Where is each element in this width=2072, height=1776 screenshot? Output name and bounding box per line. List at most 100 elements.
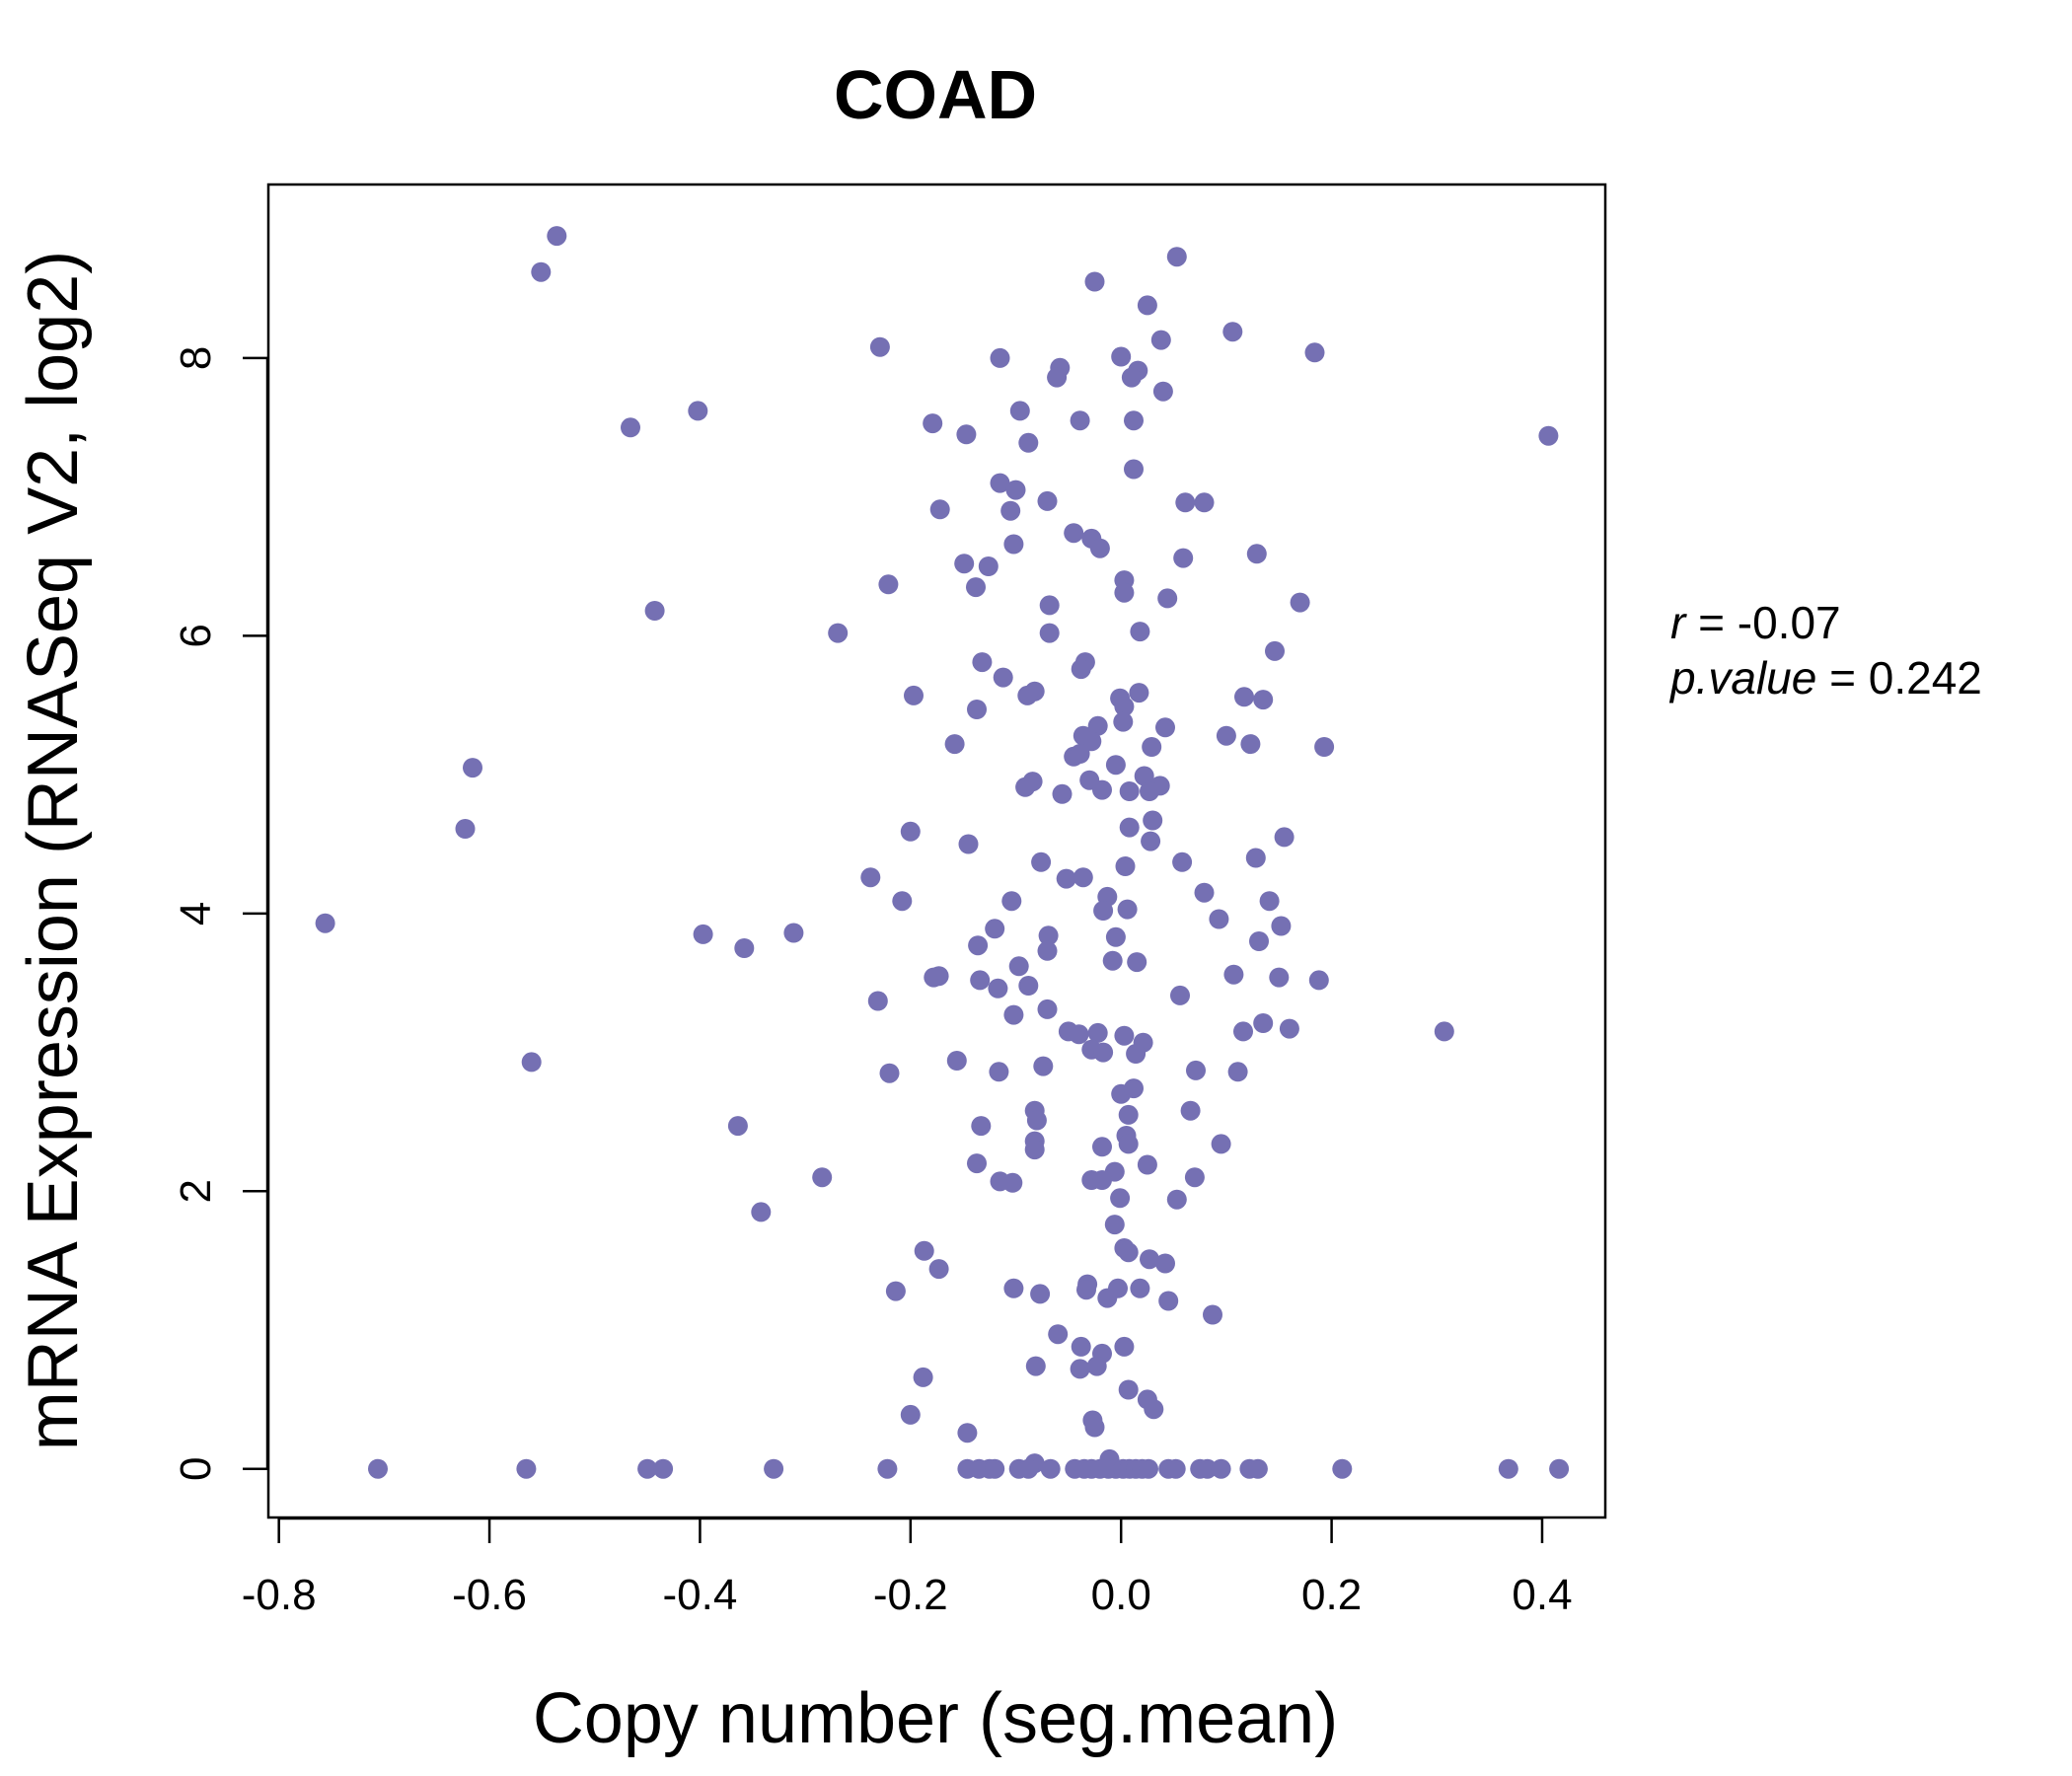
data-point [1071,659,1091,680]
data-point [1121,367,1142,388]
data-point [1002,1172,1023,1193]
data-point [892,891,913,912]
data-point [644,601,665,621]
data-point [547,226,567,247]
data-point [1253,690,1274,710]
data-point [967,1153,987,1174]
data-point [1144,1399,1164,1420]
y-axis-label: mRNA Expression (RNASeq V2, log2) [14,251,93,1450]
data-point [1134,766,1154,786]
data-point [946,1051,967,1071]
p-value-stat: p.value = 0.242 [1668,652,1982,703]
r-label: r [1670,597,1687,648]
data-point [1017,685,1038,705]
data-point [1119,817,1140,838]
data-point [1039,595,1060,616]
data-point [1030,1284,1051,1304]
data-point [1137,295,1157,316]
data-point [967,700,987,719]
data-point [1070,744,1090,764]
data-point [966,577,986,598]
data-point [923,413,943,434]
data-point [1498,1458,1518,1479]
data-point [1140,781,1159,801]
data-point [1001,891,1022,912]
data-point [1026,1110,1047,1131]
data-point [1194,492,1215,513]
data-point [1048,1324,1069,1345]
data-point [900,1404,921,1425]
data-point [1087,1022,1108,1043]
data-point [1166,247,1187,267]
y-tick-label: 6 [172,624,220,647]
data-point [957,1423,978,1443]
data-point [1155,717,1175,738]
data-point [879,1063,900,1083]
data-point [1097,1288,1118,1308]
data-point [904,685,924,705]
data-point [1003,534,1024,555]
data-point [1124,1078,1144,1099]
data-point [531,261,552,282]
p-value: 0.242 [1869,652,1982,703]
x-tick-label: 0.2 [1301,1571,1362,1619]
data-point [1084,1417,1105,1438]
data-point [693,924,713,944]
data-point [1170,985,1190,1005]
data-point [1126,1044,1147,1064]
x-tick-label: 0.4 [1512,1571,1572,1619]
data-point [1127,952,1147,973]
y-tick-label: 8 [172,346,220,370]
data-point [1175,492,1196,513]
data-point [1087,715,1108,736]
data-point [869,336,890,357]
data-point [1076,1280,1096,1300]
data-point [990,473,1010,493]
data-point [1114,582,1135,603]
data-point [1102,950,1123,971]
data-point [990,347,1010,368]
data-point [1040,1458,1061,1479]
data-point [1089,538,1110,558]
data-point [1118,1242,1139,1263]
data-point [653,1458,674,1479]
data-point [521,1052,542,1073]
data-point [913,1367,933,1387]
data-point [1197,1458,1218,1479]
data-point [1086,1356,1107,1376]
data-point [1227,1062,1248,1082]
data-point [1024,1140,1045,1160]
chart-title: COAD [834,56,1037,133]
x-tick-label: -0.4 [663,1571,738,1619]
data-point [1314,737,1335,757]
plot-frame [266,183,1607,1519]
data-point [1247,1458,1268,1479]
data-point [1549,1458,1570,1479]
data-point [954,554,975,574]
data-point [1308,970,1329,991]
data-point [1031,851,1052,872]
data-point [1538,425,1559,446]
data-point [1114,697,1135,717]
p-label: p.value [1668,652,1816,703]
data-point [315,913,335,933]
y-tick-label: 2 [172,1179,220,1203]
data-point [1037,999,1058,1019]
data-point [1130,1278,1150,1298]
data-point [1114,1336,1135,1357]
correlation-stats: r = -0.07 p.value = 0.242 [1668,597,1982,703]
data-point [972,652,993,673]
data-point [1141,831,1161,851]
data-point [727,1116,748,1137]
data-point [751,1202,772,1222]
data-point [1073,867,1093,888]
data-point [1124,410,1144,431]
data-point [1165,1458,1186,1479]
data-point [1194,882,1215,903]
data-point [1056,868,1076,889]
data-point [878,574,899,595]
data-point [1081,731,1102,752]
data-point [1119,781,1140,801]
data-point [978,556,999,576]
